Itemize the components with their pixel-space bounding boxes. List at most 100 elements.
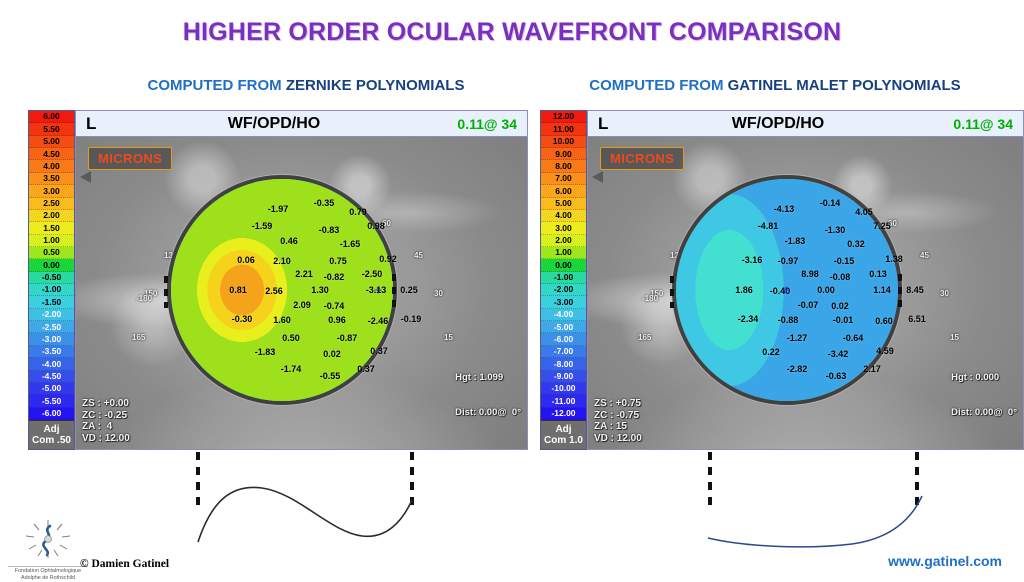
scale-step[interactable]: -4.00 [541, 308, 586, 322]
scale-step[interactable]: 5.00 [541, 197, 586, 210]
scale-step[interactable]: -1.50 [29, 296, 74, 309]
wavefront-value: 2.56 [265, 286, 283, 296]
scale-step[interactable]: -3.50 [29, 345, 74, 359]
eye-label: L [86, 113, 97, 133]
wavefront-map-left[interactable]: L WF/OPD/HO 0.11@ 34 MICRONS 16515013512… [75, 110, 528, 450]
degree-label: -180 [136, 294, 153, 303]
wavefront-value: 2.21 [295, 269, 313, 279]
degree-label: 30 [940, 289, 949, 298]
units-badge[interactable]: MICRONS [600, 147, 685, 170]
wavefront-value: -2.46 [367, 316, 389, 326]
wavefront-value: 1.30 [311, 285, 329, 295]
wavefront-value: 0.92 [379, 254, 397, 264]
wavefront-map-right[interactable]: L WF/OPD/HO 0.11@ 34 MICRONS 16515013512… [587, 110, 1024, 450]
scale-step[interactable]: 1.00 [541, 246, 586, 260]
logo-caption: Fondation Ophtalmologique Adolphe de Rot… [8, 566, 88, 582]
wavefront-value: -0.07 [797, 300, 819, 310]
scale-step[interactable]: -1.00 [29, 284, 74, 297]
wavefront-value: 4.59 [876, 346, 894, 356]
wavefront-value: 7.25 [873, 221, 891, 231]
scale-step[interactable]: -5.00 [541, 321, 586, 334]
wavefront-value: 0.02 [323, 349, 341, 359]
map-type-label: WF/OPD/HO [731, 114, 825, 132]
wavefront-value: -0.87 [336, 333, 358, 343]
units-pointer-icon [592, 171, 603, 183]
wavefront-value: -0.55 [319, 371, 341, 381]
scale-step[interactable]: -10.00 [541, 382, 586, 396]
scale-step[interactable]: -5.00 [29, 382, 74, 396]
pupil-edge-line-right [392, 274, 396, 310]
wavefront-value: 1.14 [873, 285, 891, 295]
wavefront-value: 8.45 [906, 285, 924, 295]
scale-step[interactable]: 0.00 [541, 259, 586, 272]
scale-step[interactable]: 0.00 [29, 259, 74, 272]
wavefront-value: -1.30 [824, 225, 846, 235]
scale-step[interactable]: -1.00 [541, 271, 586, 285]
scale-step[interactable]: 2.50 [29, 197, 74, 210]
scale-step[interactable]: 3.50 [29, 172, 74, 186]
scale-step[interactable]: -11.00 [541, 395, 586, 408]
scale-step[interactable]: -2.00 [29, 308, 74, 322]
degree-label: 135 [164, 251, 177, 260]
scale-step[interactable]: -3.00 [541, 296, 586, 309]
wavefront-value: 0.81 [229, 285, 247, 295]
scale-step[interactable]: -4.00 [29, 358, 74, 371]
wavefront-value: -0.19 [400, 314, 422, 324]
scale-step[interactable]: 9.00 [541, 148, 586, 161]
scale-step[interactable]: 10.00 [541, 135, 586, 149]
scale-step[interactable]: -6.00 [541, 333, 586, 346]
scale-step[interactable]: -5.50 [29, 395, 74, 408]
scale-step[interactable]: -7.00 [541, 345, 586, 359]
scale-step[interactable]: -8.00 [541, 358, 586, 371]
wavefront-value: 2.09 [293, 300, 311, 310]
scale-step[interactable]: 1.00 [29, 234, 74, 247]
scale-step[interactable]: 0.50 [29, 246, 74, 260]
wavefront-value: -1.74 [280, 364, 302, 374]
scale-step[interactable]: -9.00 [541, 370, 586, 383]
scale-step[interactable]: 11.00 [541, 123, 586, 136]
scale-step[interactable]: 2.00 [29, 209, 74, 223]
subtitle-left-prefix: COMPUTED FROM [147, 77, 286, 94]
profile-guide-left-2 [410, 452, 414, 510]
scale-step[interactable]: 4.50 [29, 148, 74, 161]
scale-step[interactable]: 4.00 [29, 160, 74, 173]
scale-step[interactable]: 12.00 [541, 111, 586, 124]
wavefront-value: -0.08 [829, 272, 851, 282]
subtitle-left: COMPUTED FROM ZERNIKE POLYNOMIALS [86, 77, 526, 94]
units-badge[interactable]: MICRONS [88, 147, 173, 170]
color-scale-right[interactable]: 12.00 11.00 10.00 9.00 8.00 7.00 6.00 5.00 4.00 3… [540, 110, 587, 450]
color-scale-footer[interactable]: Adj Com .50 [29, 420, 74, 449]
wavefront-value: 0.50 [282, 333, 300, 343]
scale-step[interactable]: -12.00 [541, 407, 586, 420]
scale-step[interactable]: 3.00 [541, 222, 586, 235]
center-crosshair-icon [374, 286, 382, 294]
color-scale-left[interactable]: 6.00 5.50 5.00 4.50 4.00 3.50 3.00 2.50 2.00 1.50… [28, 110, 75, 450]
degree-label: 15 [444, 333, 453, 342]
rms-value: 0.11@ 34 [457, 115, 517, 132]
subtitle-right-strong: GATINEL MALET POLYNOMIALS [727, 77, 961, 94]
scale-step[interactable]: 4.00 [541, 209, 586, 223]
wavefront-value: 0.25 [400, 285, 418, 295]
scale-step[interactable]: -2.50 [29, 321, 74, 334]
scale-step[interactable]: 6.00 [29, 111, 74, 124]
scale-step[interactable]: -0.50 [29, 271, 74, 285]
scale-step[interactable]: 5.00 [29, 135, 74, 149]
website-link[interactable]: www.gatinel.com [888, 553, 1002, 569]
scale-step[interactable]: 3.00 [29, 185, 74, 198]
scale-step[interactable]: 1.50 [29, 222, 74, 235]
color-scale-rows: 6.00 5.50 5.00 4.50 4.00 3.50 3.00 2.50 2.00 1.50… [29, 111, 74, 420]
wavefront-value: -2.50 [361, 269, 383, 279]
scale-step[interactable]: 5.50 [29, 123, 74, 136]
scale-step[interactable]: -3.00 [29, 333, 74, 346]
scale-step[interactable]: 8.00 [541, 160, 586, 173]
scale-step[interactable]: 2.00 [541, 234, 586, 247]
scale-step[interactable]: 7.00 [541, 172, 586, 186]
color-scale-footer[interactable]: Adj Com 1.0 [541, 420, 586, 449]
height-value: Hgt : 0.000 [951, 371, 1000, 383]
scale-step[interactable]: -6.00 [29, 407, 74, 420]
scale-step[interactable]: -4.50 [29, 370, 74, 383]
profile-guide-right-2 [915, 452, 919, 510]
scale-step[interactable]: 6.00 [541, 185, 586, 198]
wavefront-value: -0.63 [825, 371, 847, 381]
scale-step[interactable]: -2.00 [541, 284, 586, 297]
